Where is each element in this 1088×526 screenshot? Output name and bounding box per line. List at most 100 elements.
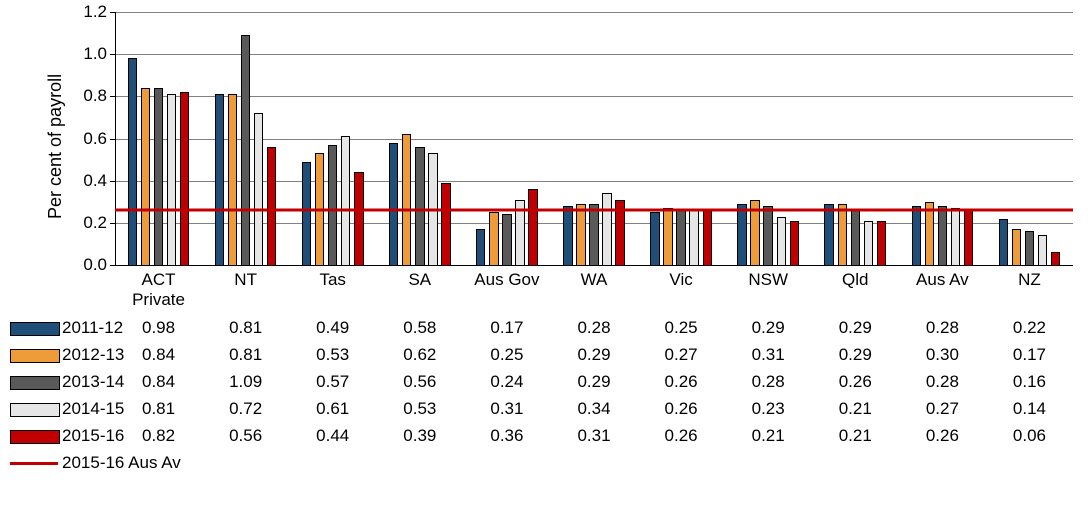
- bar: [824, 204, 833, 265]
- x-category-label: NZ: [986, 270, 1073, 290]
- bar: [602, 193, 611, 265]
- gridline: [115, 96, 1073, 97]
- bar: [563, 206, 572, 265]
- bar: [1012, 229, 1021, 265]
- table-cell: 0.16: [1013, 372, 1046, 392]
- legend-swatch: [10, 403, 60, 417]
- table-cell: 0.29: [839, 345, 872, 365]
- table-cell: 0.98: [142, 318, 175, 338]
- table-cell: 0.49: [316, 318, 349, 338]
- bar: [341, 136, 350, 265]
- table-cell: 0.17: [1013, 345, 1046, 365]
- bar: [402, 134, 411, 265]
- x-category-label: Aus Av: [899, 270, 986, 290]
- legend-swatch: [10, 376, 60, 390]
- legend-label: 2015-16 Aus Av: [62, 453, 181, 473]
- bar: [302, 162, 311, 265]
- table-cell: 0.22: [1013, 318, 1046, 338]
- y-tick-label: 0.4: [83, 171, 115, 191]
- table-cell: 0.53: [403, 399, 436, 419]
- table-cell: 0.31: [490, 399, 523, 419]
- chart-container: Per cent of payroll0.00.20.40.60.81.01.2…: [0, 0, 1088, 526]
- bar: [838, 204, 847, 265]
- bar: [154, 88, 163, 265]
- legend-label: 2011-12: [62, 318, 123, 338]
- x-category-label: NT: [202, 270, 289, 290]
- bar: [964, 210, 973, 265]
- table-cell: 0.81: [142, 399, 175, 419]
- table-cell: 0.24: [490, 372, 523, 392]
- table-cell: 0.61: [316, 399, 349, 419]
- gridline: [115, 265, 1073, 266]
- bar: [877, 221, 886, 265]
- table-cell: 0.06: [1013, 426, 1046, 446]
- bar: [267, 147, 276, 265]
- table-cell: 0.14: [1013, 399, 1046, 419]
- bar: [999, 219, 1008, 265]
- gridline: [115, 12, 1073, 13]
- bar: [663, 208, 672, 265]
- table-cell: 0.58: [403, 318, 436, 338]
- legend-swatch: [10, 430, 60, 444]
- bar: [328, 145, 337, 265]
- legend-swatch: [10, 349, 60, 363]
- table-cell: 0.57: [316, 372, 349, 392]
- table-cell: 0.26: [665, 426, 698, 446]
- y-tick-label: 0.0: [83, 255, 115, 275]
- table-cell: 0.29: [752, 318, 785, 338]
- table-cell: 0.82: [142, 426, 175, 446]
- bar: [476, 229, 485, 265]
- bar: [441, 183, 450, 265]
- bar: [241, 35, 250, 265]
- bar: [141, 88, 150, 265]
- gridline: [115, 54, 1073, 55]
- plot-area: 0.00.20.40.60.81.01.2: [115, 12, 1073, 265]
- bar: [938, 206, 947, 265]
- y-tick-label: 0.6: [83, 129, 115, 149]
- bar: [689, 210, 698, 265]
- legend-swatch-line: [10, 457, 58, 469]
- table-cell: 0.25: [490, 345, 523, 365]
- bar: [502, 214, 511, 265]
- table-cell: 0.29: [839, 318, 872, 338]
- bar: [912, 206, 921, 265]
- bar: [737, 204, 746, 265]
- table-cell: 0.39: [403, 426, 436, 446]
- table-cell: 0.28: [926, 318, 959, 338]
- bar: [763, 206, 772, 265]
- table-cell: 0.81: [229, 345, 262, 365]
- table-cell: 1.09: [229, 372, 262, 392]
- x-category-label: Vic: [638, 270, 725, 290]
- table-cell: 0.26: [839, 372, 872, 392]
- bar: [864, 221, 873, 265]
- bar: [389, 143, 398, 265]
- table-cell: 0.27: [926, 399, 959, 419]
- table-cell: 0.62: [403, 345, 436, 365]
- bar: [650, 212, 659, 265]
- bar: [576, 204, 585, 265]
- table-cell: 0.29: [577, 372, 610, 392]
- bar: [354, 172, 363, 265]
- bar: [1051, 252, 1060, 265]
- y-tick-label: 1.2: [83, 2, 115, 22]
- table-cell: 0.27: [665, 345, 698, 365]
- table-cell: 0.84: [142, 345, 175, 365]
- table-cell: 0.26: [665, 372, 698, 392]
- y-tick-label: 0.8: [83, 86, 115, 106]
- table-cell: 0.72: [229, 399, 262, 419]
- table-cell: 0.34: [577, 399, 610, 419]
- bar: [228, 94, 237, 265]
- x-category-label: Aus Gov: [463, 270, 550, 290]
- table-cell: 0.25: [665, 318, 698, 338]
- table-cell: 0.28: [926, 372, 959, 392]
- legend-swatch: [10, 322, 60, 336]
- x-category-label: ACTPrivate: [115, 270, 202, 311]
- table-cell: 0.56: [229, 426, 262, 446]
- x-category-label: Tas: [289, 270, 376, 290]
- table-cell: 0.56: [403, 372, 436, 392]
- table-cell: 0.21: [839, 426, 872, 446]
- bar: [415, 147, 424, 265]
- x-category-label: WA: [550, 270, 637, 290]
- table-cell: 0.17: [490, 318, 523, 338]
- x-category-label: Qld: [812, 270, 899, 290]
